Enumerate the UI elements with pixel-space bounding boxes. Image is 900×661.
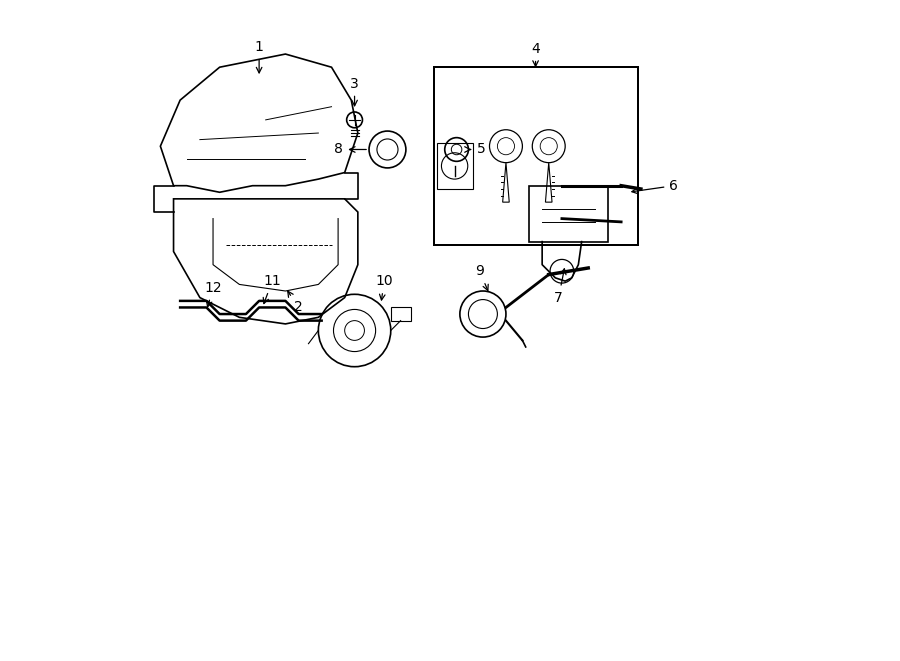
Text: 11: 11 (263, 274, 281, 303)
Bar (529, 186, 608, 242)
Bar (436, 143, 473, 189)
PathPatch shape (160, 54, 358, 192)
Text: 8: 8 (334, 143, 366, 157)
Text: 5: 5 (464, 143, 486, 157)
PathPatch shape (174, 199, 358, 324)
Bar (434, 67, 637, 245)
Text: 10: 10 (375, 274, 393, 300)
Text: 4: 4 (531, 42, 540, 66)
Text: 7: 7 (554, 269, 566, 305)
Text: 12: 12 (204, 281, 222, 307)
Text: 3: 3 (350, 77, 359, 106)
Text: 2: 2 (288, 292, 303, 315)
Text: 1: 1 (255, 40, 264, 73)
Text: 9: 9 (475, 264, 488, 290)
PathPatch shape (503, 163, 509, 202)
Bar (391, 307, 410, 321)
Text: 6: 6 (632, 178, 679, 194)
PathPatch shape (545, 163, 552, 202)
